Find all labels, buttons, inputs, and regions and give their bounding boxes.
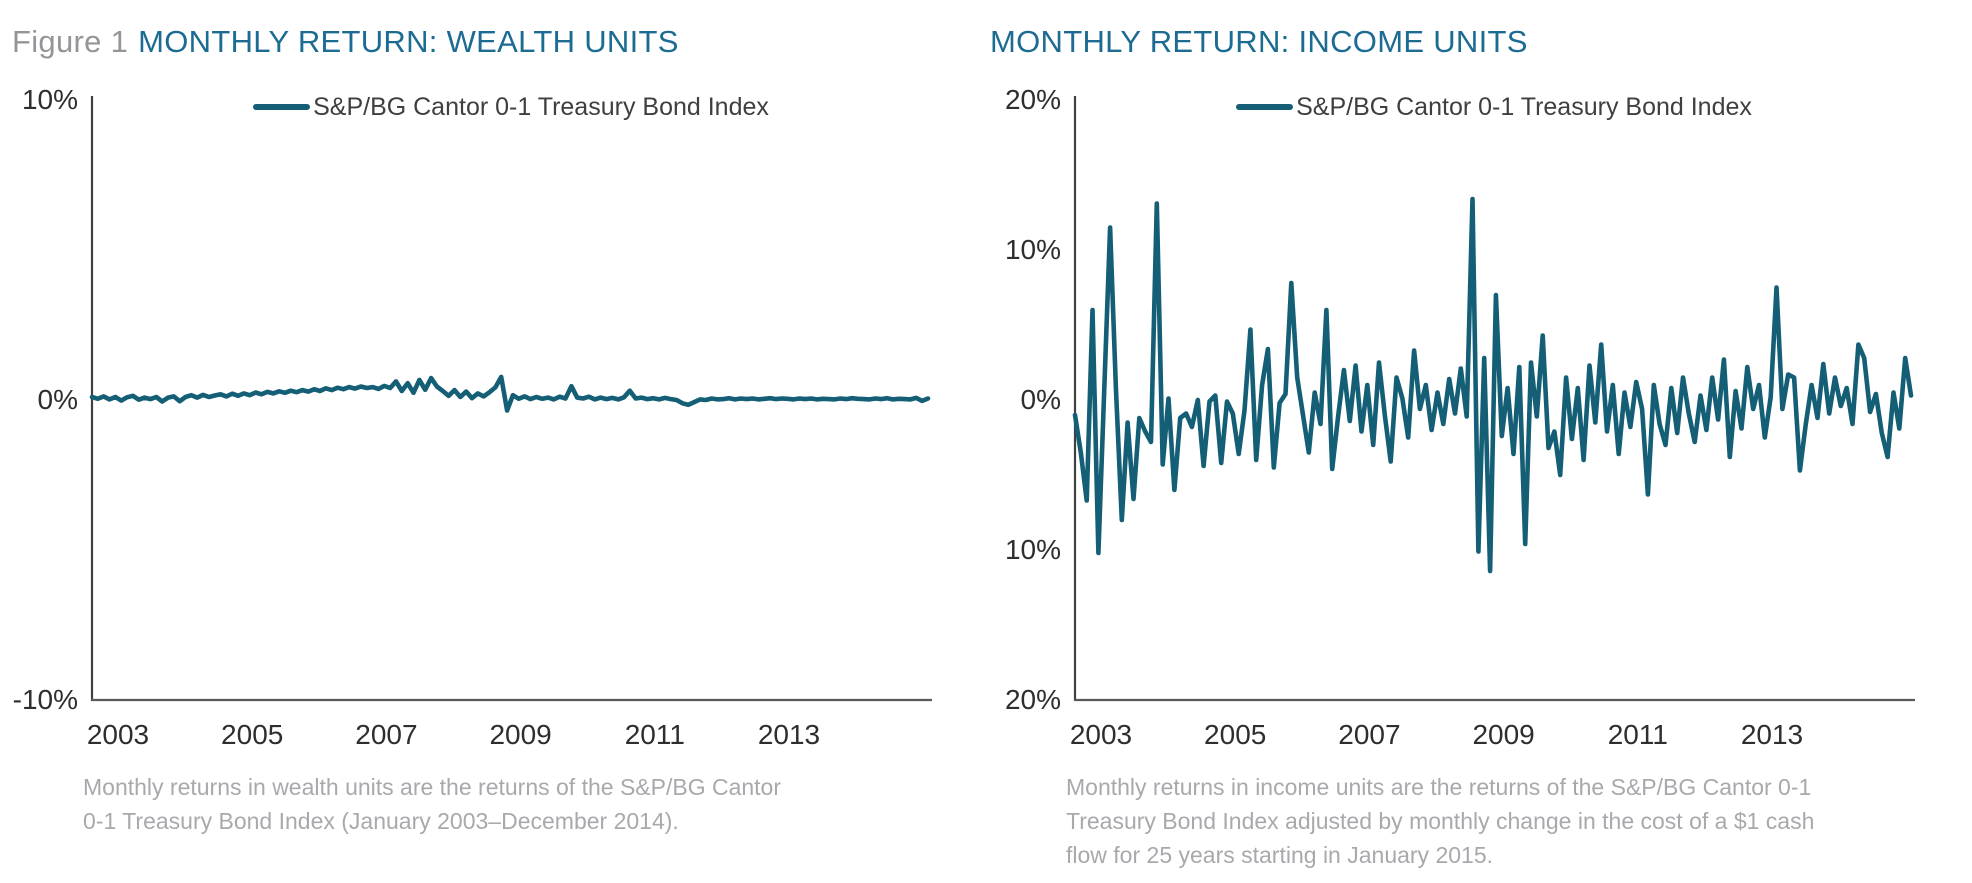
- x-tick-label: 2013: [1741, 719, 1803, 750]
- wealth-panel: 10% 0% -10% 2003 2005 2007 2009 2011 2013 Figure…: [12, 24, 932, 834]
- legend-line-swatch: [1236, 104, 1294, 110]
- y-tick-label: 0%: [1021, 384, 1061, 415]
- legend-label-income: S&P/BG Cantor 0-1 Treasury Bond Index: [1296, 92, 1752, 121]
- x-tick-label: 2007: [1338, 719, 1400, 750]
- x-tick-label: 2003: [87, 719, 149, 750]
- income-panel: 20% 10% 0% 10% 20% 2003 2005 2007 2009 2011 2013 M…: [983, 0, 1969, 883]
- x-tick-label: 2007: [355, 719, 417, 750]
- x-tick-label: 2011: [625, 719, 685, 750]
- y-tick-label: 0%: [38, 384, 78, 415]
- income-title-row: MONTHLY RETURN: INCOME UNITS: [990, 24, 1528, 60]
- legend-wealth: S&P/BG Cantor 0-1 Treasury Bond Index: [92, 93, 930, 121]
- legend-income: S&P/BG Cantor 0-1 Treasury Bond Index: [1075, 93, 1913, 121]
- series-line: [1072, 196, 1914, 574]
- caption-income: Monthly returns in income units are the …: [1066, 774, 1815, 868]
- x-tick-label: 2009: [489, 719, 551, 750]
- caption-wealth: Monthly returns in wealth units are the …: [83, 774, 782, 834]
- x-tick-label: 2005: [1204, 719, 1266, 750]
- wealth-title-row: Figure 1 MONTHLY RETURN: WEALTH UNITS: [12, 24, 679, 60]
- chart-title-income: MONTHLY RETURN: INCOME UNITS: [990, 24, 1528, 59]
- y-tick-label: 20%: [1005, 84, 1061, 115]
- x-tick-label: 2003: [1070, 719, 1132, 750]
- figure-label: Figure 1: [12, 24, 129, 59]
- income-chart: 20% 10% 0% 10% 20% 2003 2005 2007 2009 2011 2013: [1005, 84, 1915, 750]
- x-tick-label: 2011: [1608, 719, 1668, 750]
- y-tick-label: 10%: [1005, 534, 1061, 565]
- wealth-chart: 10% 0% -10% 2003 2005 2007 2009 2011 2013: [13, 84, 932, 750]
- x-tick-label: 2005: [221, 719, 283, 750]
- y-tick-label: 10%: [22, 84, 78, 115]
- y-tick-label: -10%: [13, 684, 78, 715]
- series-line: [89, 374, 931, 413]
- legend-line-swatch: [253, 104, 311, 110]
- y-tick-label: 10%: [1005, 234, 1061, 265]
- chart-title-wealth: MONTHLY RETURN: WEALTH UNITS: [138, 24, 679, 59]
- legend-label-wealth: S&P/BG Cantor 0-1 Treasury Bond Index: [313, 92, 769, 121]
- x-tick-label: 2009: [1472, 719, 1534, 750]
- y-tick-label: 20%: [1005, 684, 1061, 715]
- x-tick-label: 2013: [758, 719, 820, 750]
